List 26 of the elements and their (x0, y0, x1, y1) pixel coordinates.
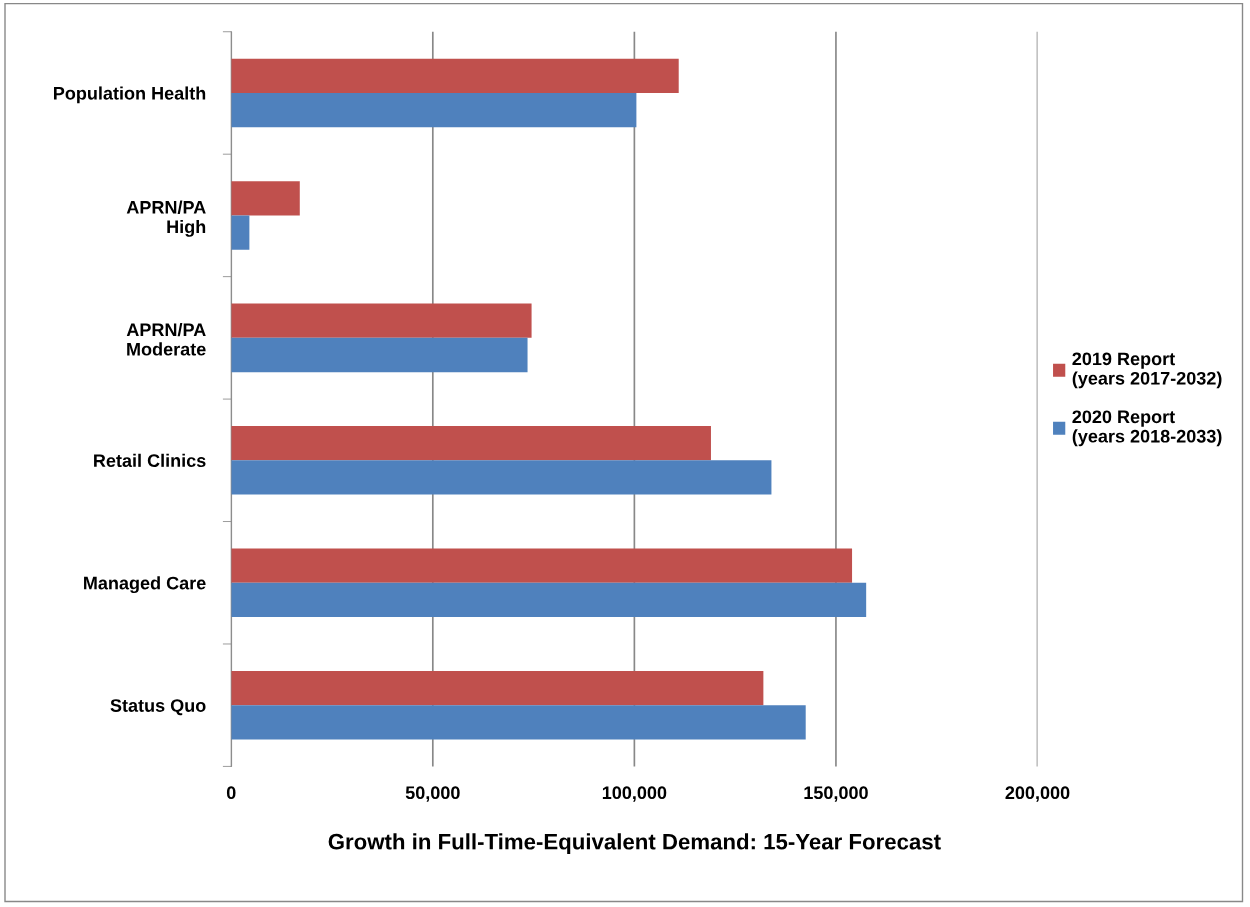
bar (231, 582, 867, 618)
x-tick-label: 150,000 (804, 786, 868, 802)
bar (231, 337, 528, 373)
x-tick-label: 0 (226, 786, 236, 800)
x-tick-label: 100,000 (602, 786, 667, 802)
x-axis-title: Growth in Full-Time-Equivalent Demand: 15-Year Forecast (328, 833, 941, 854)
bar (231, 460, 772, 495)
x-tick-label: 200,000 (1005, 786, 1070, 802)
bar (231, 92, 637, 128)
legend-label: 2019 Report (years 2017-2032) (1072, 352, 1222, 389)
y-tick-label: APRN/PA High (126, 200, 206, 237)
y-tick-label: Status Quo (110, 699, 206, 716)
bar (231, 215, 250, 250)
y-tick-label: Population Health (54, 86, 206, 104)
legend-label: 2020 Report (years 2018-2033) (1072, 410, 1222, 447)
y-tick-label: APRN/PA Moderate (126, 322, 206, 356)
bar (231, 426, 711, 461)
bar (231, 181, 300, 216)
bar (231, 58, 679, 93)
bar (231, 705, 806, 740)
bar (231, 548, 853, 583)
y-tick-label: Retail Clinics (94, 453, 206, 468)
y-tick-label: Managed Care (84, 576, 206, 594)
bar (231, 670, 764, 706)
bar (231, 303, 532, 338)
x-tick-label: 50,000 (405, 786, 460, 802)
